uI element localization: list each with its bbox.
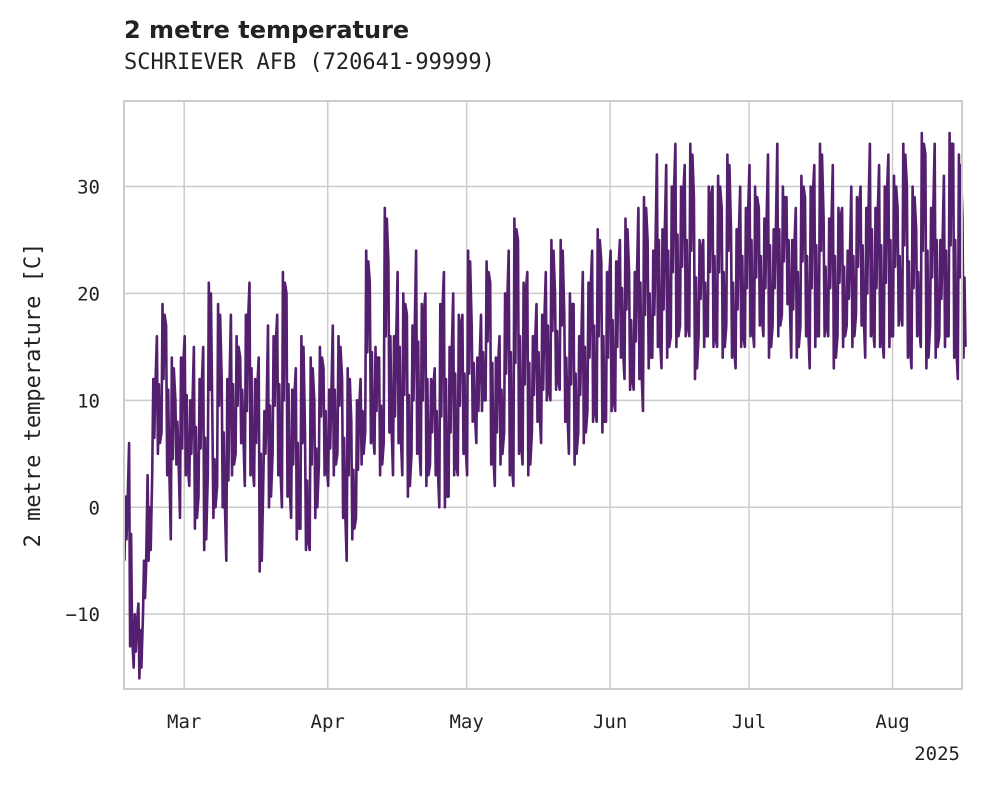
chart-subtitle: SCHRIEVER AFB (720641-99999): [124, 50, 495, 75]
x-tick-label: Apr: [311, 711, 345, 733]
chart-title: 2 metre temperature: [124, 16, 410, 44]
y-tick-label: 20: [77, 283, 100, 305]
temperature-series-line: [123, 131, 967, 680]
y-tick-label: 0: [89, 497, 100, 519]
x-offset-label: 2025: [914, 743, 960, 765]
plot-frame: [123, 100, 963, 690]
series-layer: [123, 131, 967, 680]
x-tick-label: May: [449, 711, 483, 733]
y-tick-label: −10: [66, 604, 100, 626]
x-tick-label: Aug: [875, 711, 909, 733]
y-tick-label: 30: [77, 177, 100, 199]
x-tick-label: Mar: [167, 711, 201, 733]
x-tick-label: Jun: [593, 711, 627, 733]
x-tick-label: Jul: [732, 711, 766, 733]
y-tick-label: 10: [77, 390, 100, 412]
y-axis-label: 2 metre temperature [C]: [21, 243, 46, 548]
